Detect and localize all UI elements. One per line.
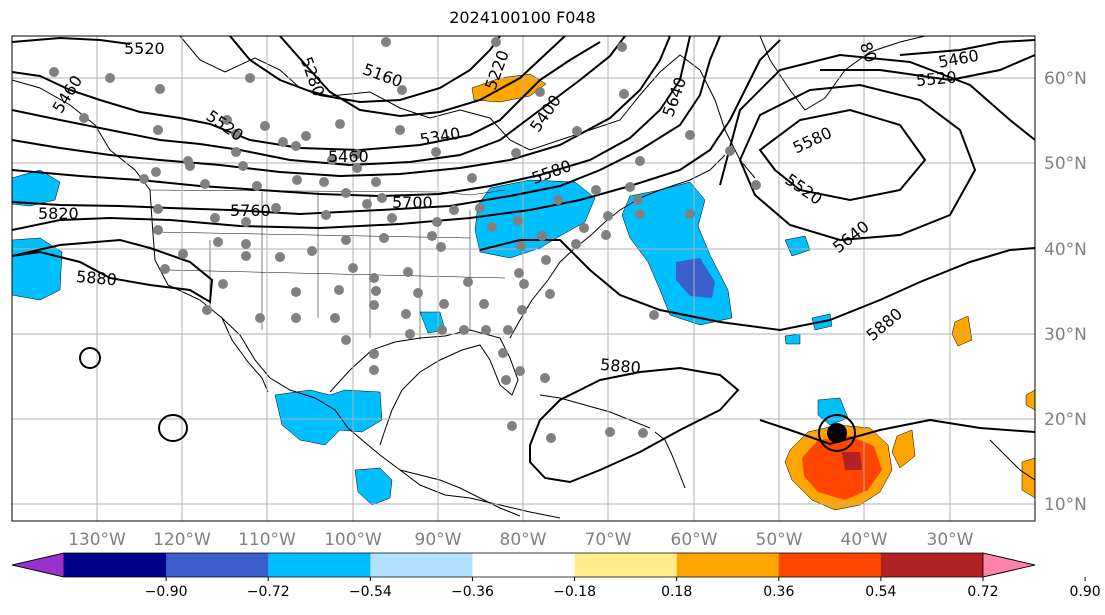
map-title: 2024100100 F048 — [449, 8, 596, 27]
coastlines — [12, 36, 1035, 519]
lat-label: 10°N — [1044, 495, 1087, 515]
contour-label: 5460 — [328, 147, 369, 166]
colorbar-bin — [880, 553, 984, 577]
contour-label: 5820 — [38, 204, 79, 223]
state-borders — [149, 189, 506, 340]
lat-label: 30°N — [1044, 325, 1087, 345]
colorbar-tick-label: 0.54 — [865, 584, 896, 600]
contour-label: 5760 — [230, 201, 271, 220]
colorbar-bin — [370, 553, 473, 577]
longitude-labels: 130°W 120°W 110°W 100°W 90°W 80°W 70°W 6… — [68, 530, 974, 550]
colorbar-tick-label: 0.18 — [661, 584, 692, 600]
colorbar-tick-label: 0.90 — [1070, 584, 1101, 600]
lon-label: 40°W — [841, 530, 888, 550]
colorbar-tick-label: 0.36 — [763, 584, 794, 600]
colorbar-bin — [166, 553, 269, 577]
lon-label: 60°W — [671, 530, 718, 550]
map-frame — [11, 35, 1036, 522]
lat-label: 60°N — [1044, 69, 1087, 89]
lon-label: 100°W — [324, 530, 382, 550]
colorbar-outline — [11, 552, 1036, 578]
colorbar-bin — [268, 553, 371, 577]
colorbar-tick-label: 0.72 — [967, 584, 998, 600]
contour-label: 5700 — [392, 193, 433, 212]
lon-label: 50°W — [756, 530, 803, 550]
colorbar-extend-high — [982, 552, 1036, 578]
contour-label: 5520 — [915, 68, 957, 90]
colorbar-bin — [574, 553, 678, 577]
storm-marker — [827, 423, 847, 443]
graticule — [12, 36, 1035, 521]
colorbar-bin — [778, 553, 882, 577]
colorbar-tick-label: −0.90 — [145, 584, 188, 600]
colorbar-tick-label: −0.72 — [247, 584, 290, 600]
lon-label: 70°W — [585, 530, 632, 550]
lon-label: 130°W — [68, 530, 126, 550]
contour-label: 5880 — [599, 355, 641, 377]
station-dots — [49, 37, 761, 443]
contour-label: 5520 — [124, 39, 165, 58]
lat-label: 50°N — [1044, 154, 1087, 174]
lat-label: 40°N — [1044, 240, 1087, 260]
colorbar-tick-label: −0.18 — [553, 584, 596, 600]
colorbar-bin — [676, 553, 780, 577]
colorbar-ticks: −0.90 −0.72 −0.54 −0.36 −0.18 0.18 0.36 0.54 0.7… — [145, 577, 1101, 600]
colorbar-bin — [64, 553, 167, 577]
colorbar — [11, 552, 1036, 578]
lat-label: 20°N — [1044, 410, 1087, 430]
contour-label: 5880 — [75, 267, 117, 289]
colorbar-tick-label: −0.36 — [451, 584, 494, 600]
latitude-labels: 60°N 50°N 40°N 30°N 20°N 10°N — [1044, 69, 1087, 515]
lon-label: 120°W — [153, 530, 211, 550]
colorbar-bin — [472, 553, 576, 577]
lon-label: 90°W — [415, 530, 462, 550]
colorbar-tick-label: −0.54 — [349, 584, 392, 600]
lon-label: 80°W — [500, 530, 547, 550]
lon-label: 30°W — [927, 530, 974, 550]
colorbar-extend-low — [11, 552, 65, 578]
lon-label: 110°W — [238, 530, 296, 550]
